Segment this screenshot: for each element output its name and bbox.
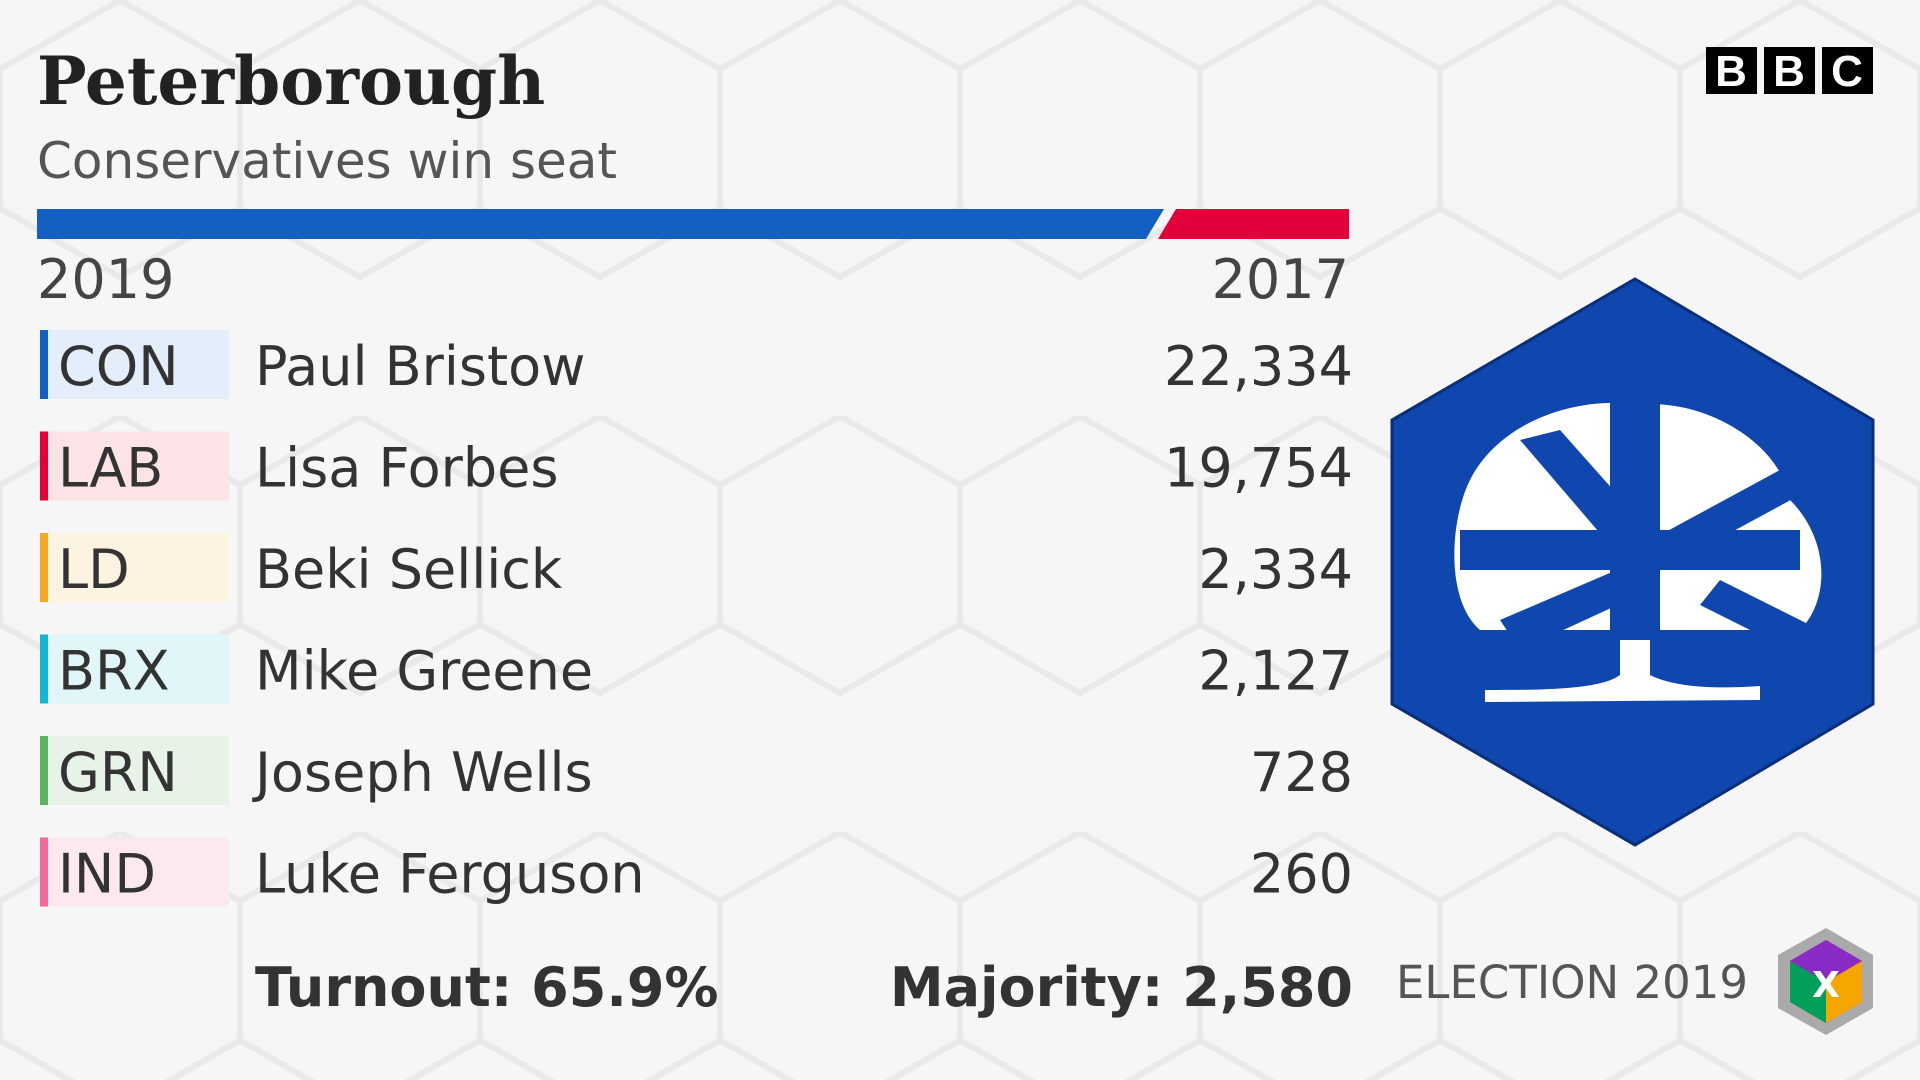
candidate: Mike Greene (255, 640, 593, 703)
logo-box (1764, 47, 1815, 94)
party: BRX (58, 640, 170, 703)
votes: 728 (1250, 741, 1353, 804)
candidate: Beki Sellick (255, 538, 563, 601)
change-bar (37, 209, 1349, 239)
party-tag-stripe (40, 837, 48, 907)
subtitle: Conservatives win seat (37, 132, 617, 190)
party: CON (58, 335, 179, 398)
party-logo (1390, 277, 1875, 847)
brand: ELECTION 2019 (1396, 956, 1748, 1009)
cube-face (1826, 961, 1862, 1023)
party: GRN (58, 741, 178, 804)
cube-face (1790, 961, 1826, 1023)
party-tag-stripe (40, 533, 48, 602)
votes: 2,334 (1198, 538, 1353, 601)
party-tag-bg (40, 533, 229, 602)
party-tag-bg (40, 634, 229, 704)
cube-letter: X (1812, 965, 1840, 1006)
bar-red (1158, 209, 1349, 239)
votes: 2,127 (1198, 640, 1353, 703)
logo-box (1822, 47, 1873, 94)
votes: 19,754 (1164, 437, 1353, 500)
party: IND (58, 843, 156, 906)
party-tag-bg (40, 431, 229, 501)
candidate: Lisa Forbes (255, 437, 559, 500)
logo-letter: B (1715, 47, 1747, 96)
party-tag-bg (40, 330, 229, 399)
party-tag-stripe (40, 634, 48, 704)
candidate: Luke Ferguson (255, 843, 645, 906)
majority: Majority: 2,580 (890, 956, 1353, 1019)
election-cube: X (1778, 928, 1873, 1035)
candidate: Paul Bristow (255, 335, 585, 398)
candidate: Joseph Wells (252, 741, 593, 804)
bar-blue (37, 209, 1164, 239)
title: Peterborough (37, 42, 545, 120)
votes: 260 (1250, 843, 1353, 906)
logo-letter: B (1773, 47, 1805, 96)
logo-cross (1460, 530, 1800, 570)
logo-stripes (1500, 430, 1820, 655)
party-tag-bg (40, 736, 229, 805)
party-tag-stripe (40, 431, 48, 501)
year-left: 2019 (37, 248, 174, 311)
votes: 22,334 (1164, 335, 1353, 398)
turnout: Turnout: 65.9% (255, 956, 719, 1019)
logo-trunk (1485, 640, 1760, 702)
party: LD (58, 538, 130, 601)
logo-box (1706, 47, 1757, 94)
bbc-logo: B B C (1706, 47, 1873, 96)
year-right: 2017 (1212, 248, 1349, 311)
results-table: CON Paul Bristow 22,334 LAB Lisa Forbes 19,75… (40, 330, 1353, 907)
party-tag-stripe (40, 736, 48, 805)
party: LAB (58, 437, 163, 500)
logo-letter: C (1831, 47, 1863, 96)
party-tag-bg (40, 837, 229, 907)
party-tag-stripe (40, 330, 48, 399)
